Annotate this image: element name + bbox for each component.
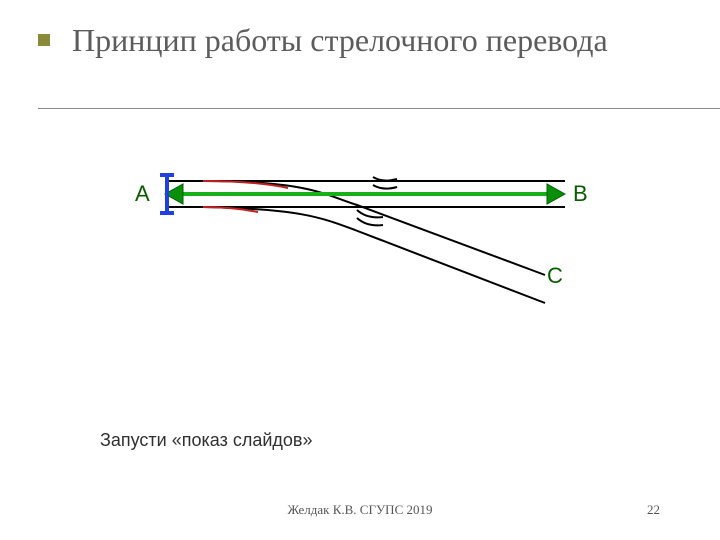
page-number: 22 [647,502,660,518]
frog-mark [357,218,383,225]
slide-title: Принцип работы стрелочного перевода [72,20,680,60]
frog-mark [373,185,397,189]
title-underline [38,108,720,109]
label-c: С [547,263,564,289]
switch-svg [125,155,605,335]
label-a: А [135,181,151,207]
instruction-note: Запусти «показ слайдов» [100,430,312,451]
arrowhead-right [547,184,565,204]
title-block: Принцип работы стрелочного перевода [72,20,680,60]
switch-diagram: А В С [125,155,605,335]
footer-credit: Желдак К.В. СГУПС 2019 [0,502,720,518]
label-b: В [573,181,589,207]
title-accent-square [38,34,50,46]
